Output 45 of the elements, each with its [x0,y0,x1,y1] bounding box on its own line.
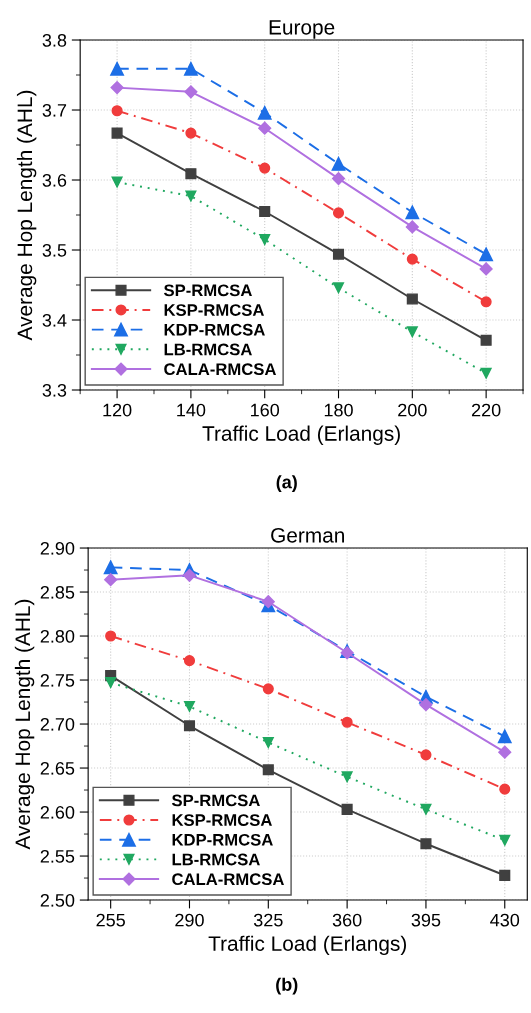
x-axis-title: Traffic Load (Erlangs) [202,425,400,446]
y-tick-label: 2.90 [40,541,75,555]
legend-label: KSP-RMCSA [164,304,264,316]
y-tick-label: 2.70 [40,717,75,731]
x-tick-label: 120 [103,403,132,417]
legend-label: SP-RMCSA [163,284,252,297]
legend-label: CALA-RMCSA [164,363,277,376]
legend-label: SP-RMCSA [171,794,260,807]
chart-title: Europe [269,20,335,39]
y-tick-label: 2.50 [40,893,75,907]
y-tick-label: 2.60 [40,805,75,819]
y-tick-label: 2.65 [40,761,75,775]
legend-label: KDP-RMCSA [164,323,265,336]
y-tick-label: 3.8 [42,33,67,47]
x-tick-label: 180 [324,403,353,417]
legend-label: LB-RMCSA [164,343,252,356]
text: (a) [276,475,297,493]
x-tick-label: 325 [253,913,283,927]
x-tick-label: 290 [175,913,204,927]
legend-label: KDP-RMCSA [172,833,273,846]
y-tick-label: 2.80 [40,629,75,643]
y-tick-label: 3.3 [42,383,67,397]
y-tick-label: 3.7 [42,103,67,117]
chart-title: German [271,527,344,543]
x-tick-label: 360 [332,913,362,927]
legend-label: CALA-RMCSA [172,873,284,886]
legend-label: KSP-RMCSA [172,814,272,826]
x-tick-label: 140 [177,403,206,417]
x-tick-label: 395 [411,913,441,927]
legend-label: LB-RMCSA [172,853,260,866]
y-tick-label: 2.75 [40,673,75,687]
text: (b) [276,977,298,995]
x-tick-label: 430 [490,913,520,927]
x-tick-label: 200 [398,403,427,417]
y-tick-label: 2.55 [40,849,75,863]
x-axis-title: Traffic Load (Erlangs) [208,935,407,956]
y-tick-label: 2.85 [40,585,75,599]
y-axis-title: Average Hop Length (AHL) [14,599,35,850]
x-tick-label: 255 [96,913,125,927]
x-tick-label: 220 [471,403,501,417]
y-axis-title: Average Hop Length (AHL) [16,90,37,341]
y-tick-label: 3.6 [42,173,67,187]
y-tick-label: 3.4 [42,313,67,327]
x-tick-label: 160 [251,403,280,417]
y-tick-label: 3.5 [42,243,67,257]
